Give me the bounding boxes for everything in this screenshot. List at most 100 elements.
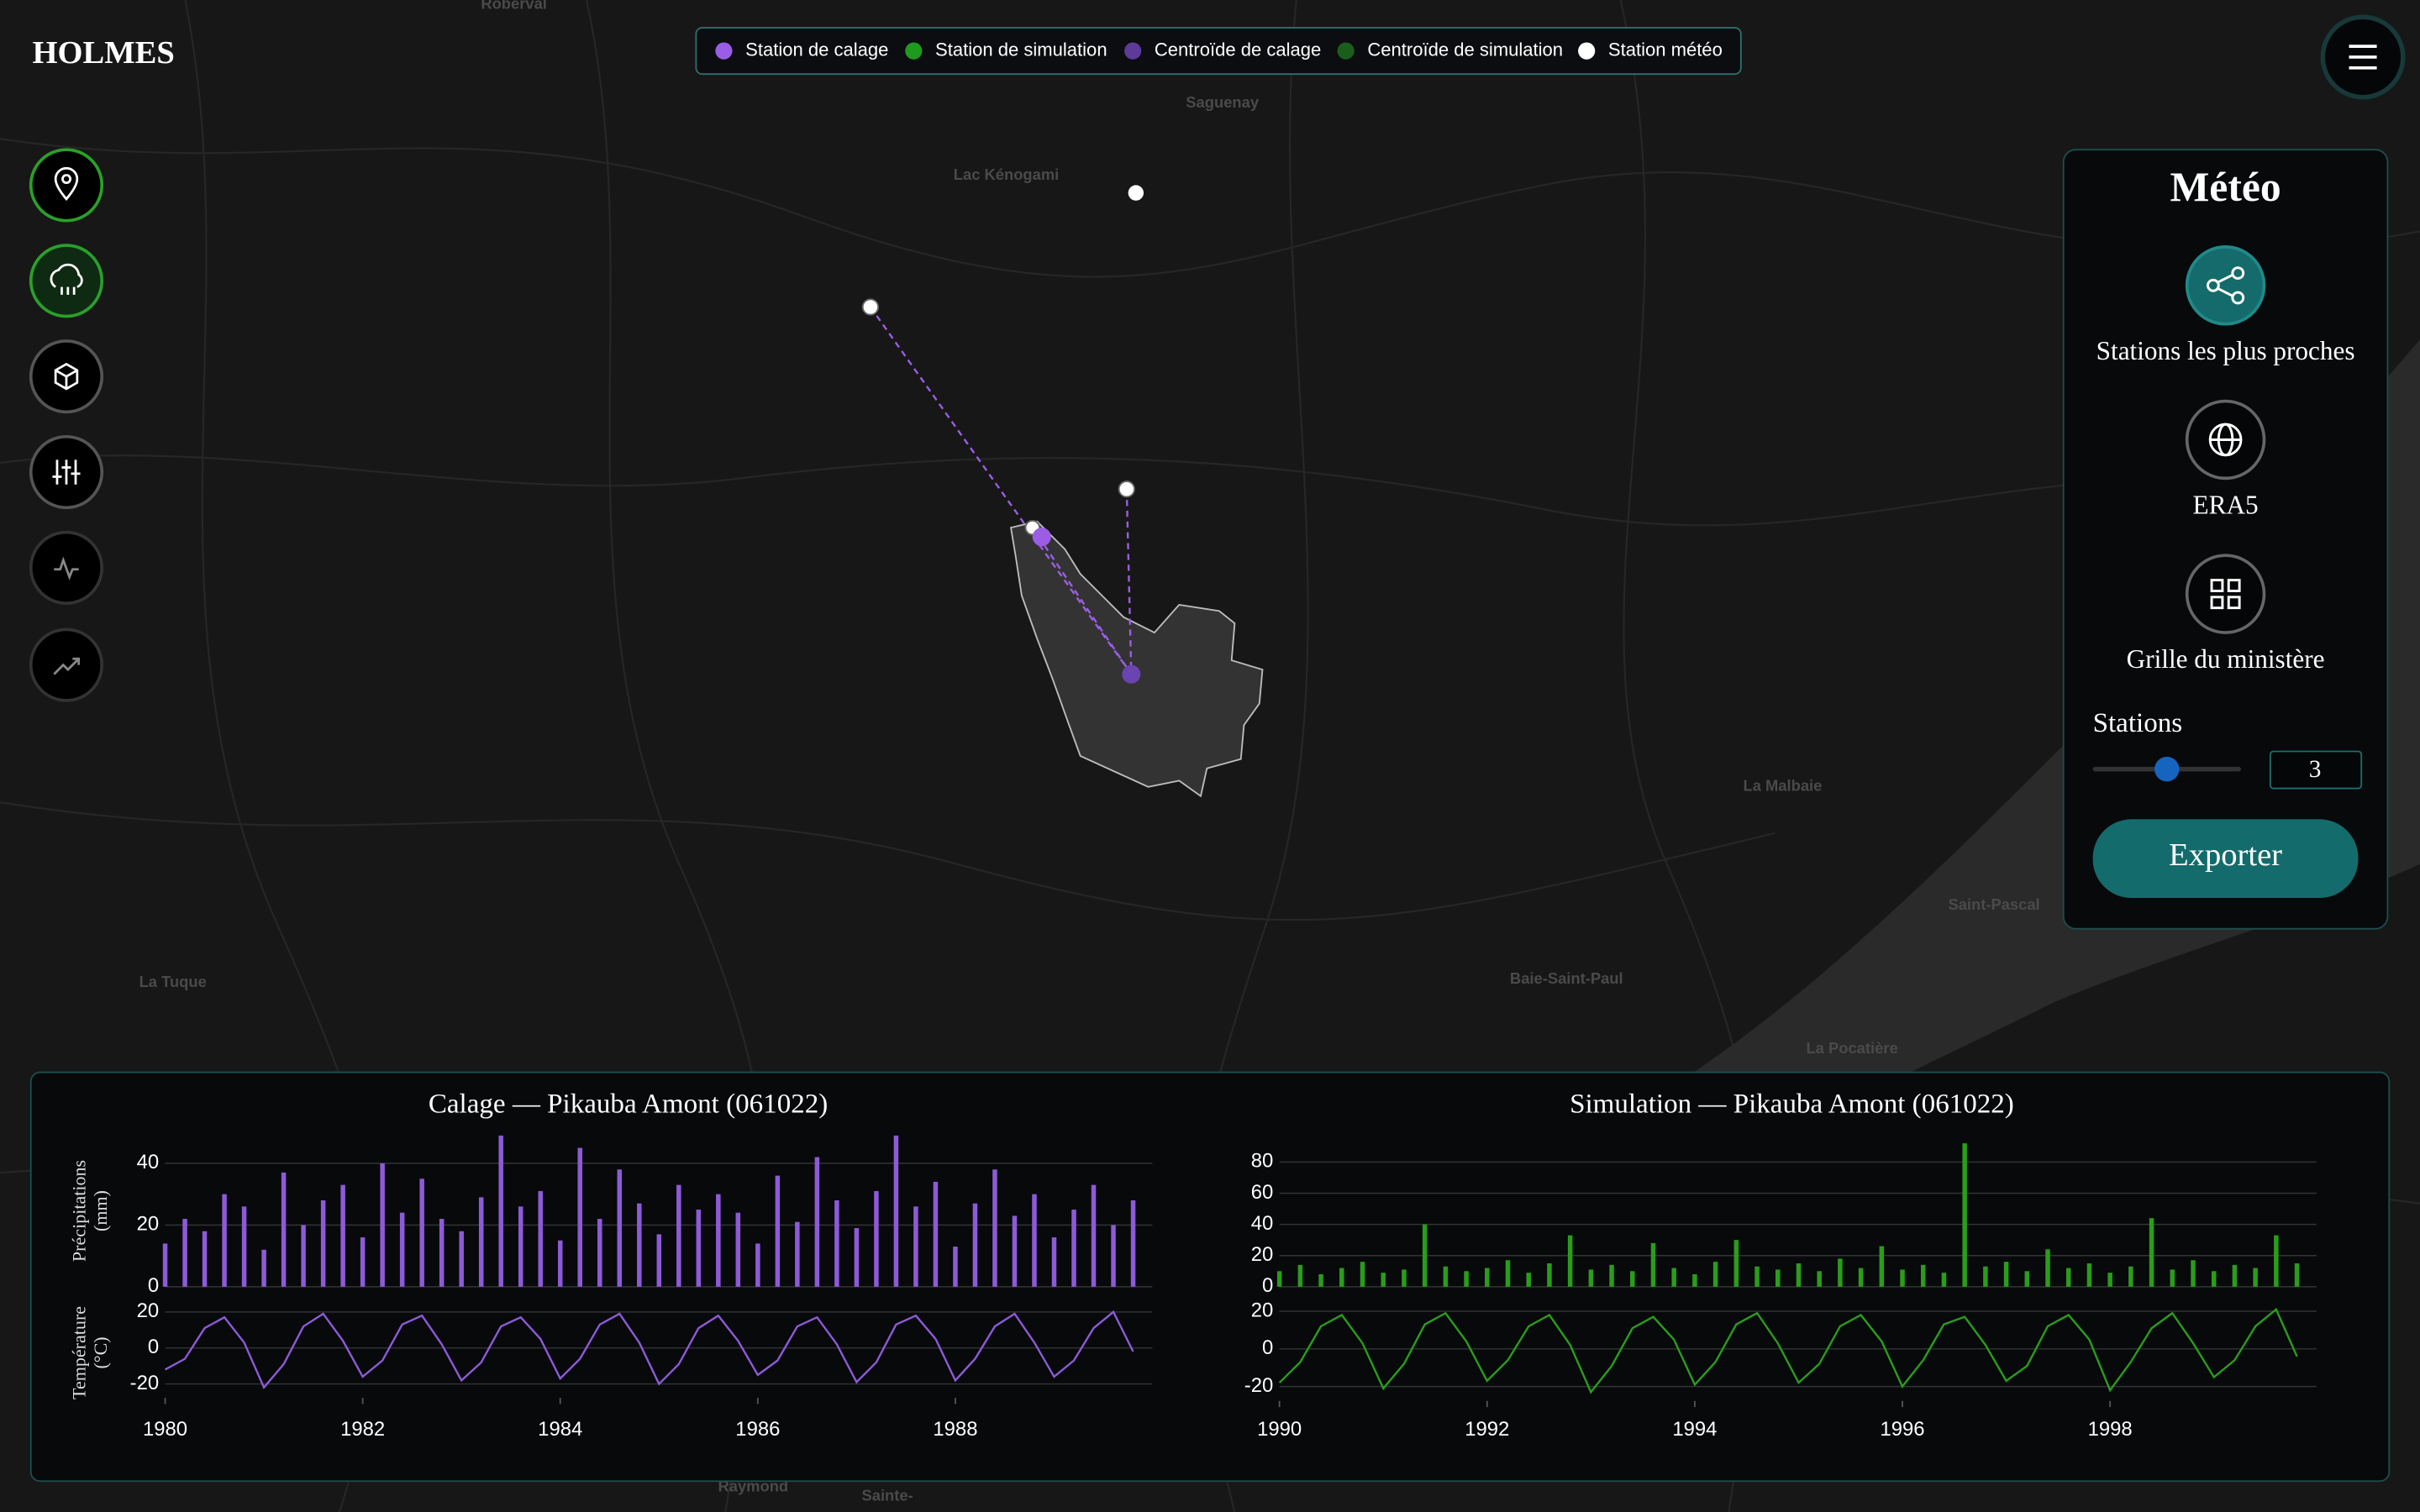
export-button[interactable]: [2092, 819, 2359, 898]
map-label: Baie-Saint-Paul: [1510, 969, 1623, 987]
precip-bar: [498, 1135, 503, 1287]
precip-bar: [1588, 1269, 1594, 1287]
option-grid[interactable]: [2185, 554, 2266, 634]
precip-bar: [735, 1212, 741, 1287]
y-tick-label: -20: [1244, 1374, 1273, 1397]
precip-bar: [518, 1206, 523, 1287]
y-tick-label: 0: [148, 1274, 159, 1297]
precip-bar: [1360, 1262, 1365, 1287]
option-nearest[interactable]: [2185, 245, 2266, 326]
chart-title: Calage — Pikauba Amont (061022): [429, 1089, 828, 1120]
precip-bar: [1754, 1266, 1760, 1287]
precip-bar: [972, 1203, 978, 1287]
legend-swatch: [715, 42, 733, 60]
x-tick-label: 1984: [538, 1418, 582, 1441]
precip-bar: [577, 1147, 583, 1287]
precip-bar: [2211, 1271, 2217, 1287]
y-tick-label: 20: [137, 1299, 160, 1322]
map-label: Sainte-: [862, 1486, 913, 1504]
meteo-panel: [2062, 149, 2389, 930]
precip-bar: [1422, 1224, 1428, 1287]
precip-bar: [1297, 1264, 1303, 1287]
precip-bar: [755, 1243, 760, 1287]
nav-trend[interactable]: [29, 627, 104, 702]
x-tick-label: 1996: [1880, 1418, 1924, 1441]
precip-bar: [953, 1247, 958, 1287]
precip-bar: [2274, 1235, 2279, 1287]
app-title: HOLMES: [33, 35, 175, 71]
temperature-line: [164, 1310, 1134, 1390]
x-tick-label: 1982: [340, 1418, 385, 1441]
precip-bar: [1051, 1237, 1057, 1287]
y-tick-label: -20: [130, 1372, 159, 1394]
calibration-station[interactable]: [1032, 528, 1051, 547]
precip-bar: [1276, 1271, 1282, 1287]
weather-station[interactable]: [861, 298, 880, 316]
precip-bar: [380, 1163, 385, 1287]
precip-bar: [1712, 1262, 1718, 1287]
map-label: La Pocatière: [1806, 1039, 1897, 1057]
weather-station[interactable]: [1128, 185, 1144, 201]
nav-stations[interactable]: [29, 148, 104, 223]
precip-bar: [2003, 1262, 2009, 1287]
precip-bar: [557, 1240, 563, 1287]
precip-bar: [1817, 1271, 1822, 1287]
precip-bar: [1071, 1210, 1076, 1287]
precip-bar: [2107, 1273, 2112, 1287]
precip-bar: [1032, 1194, 1037, 1287]
precip-bar: [2086, 1263, 2092, 1287]
y-tick-label: 80: [1251, 1150, 1274, 1173]
temperature-line: [1278, 1307, 2298, 1394]
weather-station[interactable]: [1118, 480, 1135, 498]
stations-input[interactable]: [2269, 750, 2363, 790]
precip-bar: [1012, 1215, 1018, 1287]
precip-bar: [2191, 1260, 2196, 1287]
precip-bar: [241, 1206, 247, 1287]
calibration-centroid[interactable]: [1122, 664, 1141, 684]
legend-swatch: [1337, 42, 1355, 60]
precip-bar: [1900, 1269, 1905, 1287]
precip-bar: [162, 1243, 168, 1287]
precip-bar: [1962, 1143, 1967, 1287]
legend: Station de calage Station de simulation Ce…: [715, 39, 1723, 60]
precip-bar: [2253, 1268, 2258, 1287]
x-tick-label: 1998: [2088, 1418, 2133, 1441]
precip-bar: [360, 1237, 366, 1287]
menu-button[interactable]: [2320, 14, 2406, 100]
precip-bar: [222, 1194, 227, 1287]
icon: [54, 362, 79, 391]
slider-thumb[interactable]: [2154, 756, 2180, 782]
legend-label: Centroïde de calage: [1155, 39, 1321, 60]
precip-bar: [2149, 1218, 2154, 1287]
precip-bar: [854, 1228, 860, 1287]
precip-bar: [1485, 1268, 1490, 1287]
precip-bar: [320, 1200, 326, 1287]
station-links: [869, 306, 1133, 675]
link: [1125, 489, 1133, 675]
precip-bar: [1443, 1266, 1449, 1287]
x-tick-label: 1986: [735, 1418, 780, 1441]
map-label: Roberval: [481, 0, 547, 12]
precip-bar: [261, 1249, 266, 1287]
y-tick-label: 40: [1251, 1212, 1274, 1235]
precip-bar: [1111, 1225, 1116, 1287]
precip-bar: [775, 1175, 781, 1287]
precip-bar: [1775, 1269, 1781, 1287]
precip-bar: [439, 1219, 445, 1287]
precip-bar: [1381, 1273, 1386, 1287]
precip-bar: [1464, 1271, 1469, 1287]
nav-meteo[interactable]: [29, 244, 104, 318]
precip-bar: [795, 1221, 800, 1287]
menu-icon: [2349, 45, 2377, 70]
legend-swatch: [1578, 42, 1596, 60]
precip-bar: [1130, 1200, 1136, 1287]
icon: [53, 657, 81, 675]
x-tick-label: 1980: [143, 1418, 187, 1441]
precip-bar: [538, 1190, 543, 1287]
precip-bar: [893, 1135, 899, 1287]
map-labels: Roberval Saguenay Lac Kénogami La Malbaie Sa…: [139, 0, 2040, 1504]
x-tick-label: 1988: [933, 1418, 977, 1441]
